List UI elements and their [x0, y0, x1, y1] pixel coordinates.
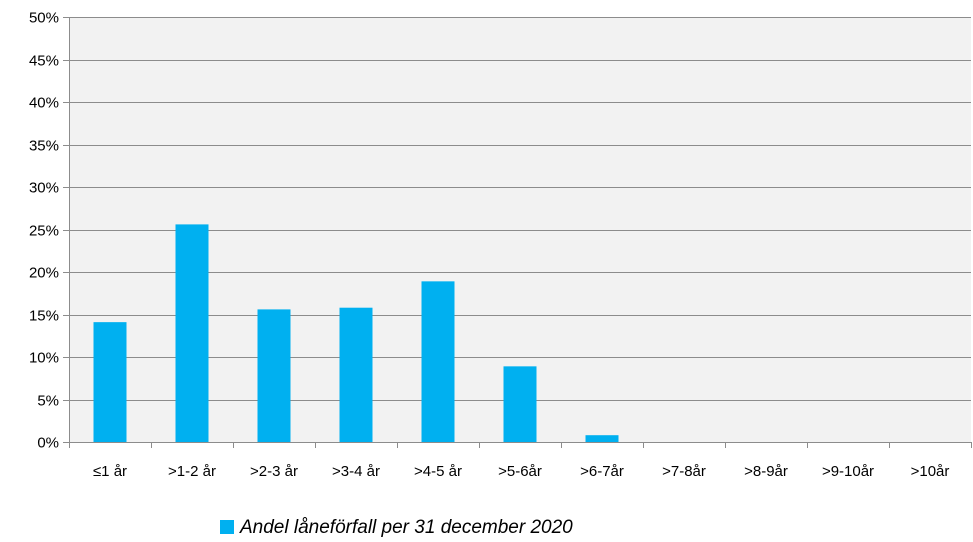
y-tick-label: 45% [29, 53, 59, 70]
bar [93, 322, 127, 442]
x-tick-label: >3-4 år [332, 463, 380, 480]
axes [69, 17, 972, 448]
x-tick-label: >1-2 år [168, 463, 216, 480]
y-tick-labels: 0% 5% 10% 15% 20% 25% 30% 35% 40% 45% 50% [29, 10, 59, 452]
legend-label: Andel låneförfall per 31 december 2020 [239, 517, 573, 538]
x-tick-label: >7-8år [662, 463, 706, 480]
y-tick-label: 10% [29, 350, 59, 367]
x-tick-label: >10år [911, 463, 950, 480]
y-tick-label: 40% [29, 95, 59, 112]
bars [93, 224, 619, 442]
x-tick-label: >9-10år [822, 463, 874, 480]
y-tick-label: 25% [29, 223, 59, 240]
y-tick-label: 0% [37, 435, 59, 452]
y-tick-label: 35% [29, 138, 59, 155]
y-tick-label: 30% [29, 180, 59, 197]
y-tick-label: 50% [29, 10, 59, 27]
x-tick-label: ≤1 år [93, 463, 127, 480]
x-tick-label: >5-6år [498, 463, 542, 480]
x-tick-label: >8-9år [744, 463, 788, 480]
x-tick-label: >2-3 år [250, 463, 298, 480]
y-tick-label: 5% [37, 393, 59, 410]
x-tick-labels: ≤1 år >1-2 år >2-3 år >3-4 år >4-5 år >5-6år >… [93, 463, 949, 480]
bar [339, 307, 373, 442]
legend-swatch [220, 520, 234, 534]
bar [421, 281, 455, 442]
bar [175, 224, 209, 442]
bar [503, 366, 537, 442]
y-tick-label: 15% [29, 308, 59, 325]
x-tick-label: >4-5 år [414, 463, 462, 480]
x-tick-label: >6-7år [580, 463, 624, 480]
y-tick-label: 20% [29, 265, 59, 282]
bar [257, 309, 291, 442]
bar [585, 435, 619, 442]
legend: Andel låneförfall per 31 december 2020 [220, 517, 573, 538]
